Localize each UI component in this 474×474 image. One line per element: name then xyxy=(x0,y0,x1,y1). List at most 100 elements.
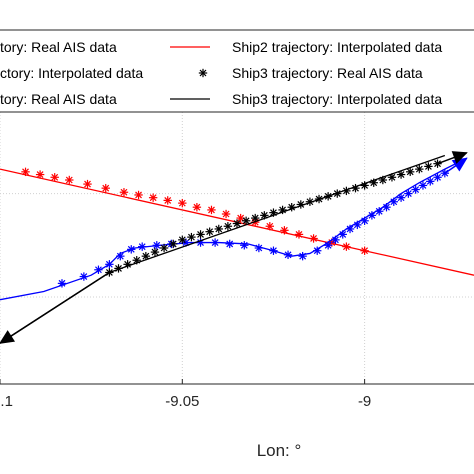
data-point xyxy=(360,246,369,255)
data-point xyxy=(405,167,415,177)
data-point xyxy=(138,242,147,251)
data-point xyxy=(150,247,160,257)
data-point xyxy=(196,230,205,239)
data-point xyxy=(382,203,391,212)
legend-label: tory: Real AIS data xyxy=(0,39,117,55)
data-point xyxy=(415,164,424,174)
x-tick-label: -9 xyxy=(358,393,371,410)
data-point xyxy=(351,183,360,193)
legend-marker xyxy=(198,68,208,78)
data-point xyxy=(296,200,306,209)
data-point xyxy=(338,230,347,239)
data-point xyxy=(280,226,289,235)
data-point xyxy=(283,250,293,259)
series-layer xyxy=(0,151,474,344)
data-point xyxy=(232,219,242,228)
legend-entry: tory: Real AIS data xyxy=(0,91,117,107)
data-point xyxy=(105,260,114,269)
x-tick-label: -9.05 xyxy=(165,393,199,410)
data-point xyxy=(342,242,351,251)
data-point xyxy=(114,264,123,273)
data-point xyxy=(225,239,234,249)
x-axis-label: Lon: ° xyxy=(257,441,302,460)
data-point xyxy=(418,181,428,190)
legend-entry: Ship3 trajectory: Interpolated data xyxy=(170,91,442,107)
data-point xyxy=(387,173,397,182)
data-point xyxy=(424,162,433,171)
x-ticks: -9.1 -9.05 -9 xyxy=(0,379,371,410)
data-point xyxy=(119,188,129,197)
data-point xyxy=(345,224,355,234)
data-point xyxy=(360,216,369,225)
data-point xyxy=(214,224,223,234)
data-point xyxy=(440,169,450,178)
data-point xyxy=(168,239,178,249)
legend-items: tory: Real AIS data Ship2 trajectory: Int… xyxy=(0,39,442,107)
data-point xyxy=(269,246,278,255)
legend-entry: Ship2 trajectory: Interpolated data xyxy=(170,39,442,55)
data-point xyxy=(127,245,136,254)
data-point xyxy=(241,216,251,225)
data-point xyxy=(294,230,304,239)
data-point xyxy=(210,238,220,247)
legend-label: tory: Real AIS data xyxy=(0,91,117,107)
data-point xyxy=(287,203,296,212)
data-point xyxy=(94,265,103,274)
data-point xyxy=(132,256,141,265)
data-point xyxy=(323,192,333,201)
data-point xyxy=(389,197,398,206)
data-point xyxy=(323,241,333,250)
legend-entry: Ship3 trajectory: Real AIS data xyxy=(198,65,423,81)
data-point xyxy=(35,170,45,179)
legend-entry: tory: Real AIS data xyxy=(0,39,117,55)
data-point xyxy=(141,251,151,261)
axes-background xyxy=(0,112,474,384)
data-point xyxy=(152,241,161,250)
data-point xyxy=(313,246,322,255)
data-point xyxy=(223,222,233,231)
data-point xyxy=(192,203,202,212)
data-point xyxy=(309,234,318,243)
data-point xyxy=(101,183,110,193)
legend-box xyxy=(0,29,474,113)
data-point xyxy=(178,235,187,245)
data-point xyxy=(221,209,231,219)
data-point xyxy=(50,173,59,182)
data-point xyxy=(426,177,435,186)
data-point xyxy=(21,167,30,177)
data-point xyxy=(65,175,74,185)
data-point xyxy=(79,272,89,281)
data-point xyxy=(148,193,158,202)
data-point xyxy=(134,190,143,200)
data-point xyxy=(187,232,196,242)
data-point xyxy=(265,222,275,231)
data-point xyxy=(205,227,214,236)
data-point xyxy=(207,205,216,215)
data-point xyxy=(367,211,377,220)
data-point xyxy=(178,198,187,208)
data-point xyxy=(342,186,351,196)
data-point xyxy=(369,178,378,187)
data-point xyxy=(254,243,264,253)
series-5 xyxy=(105,159,442,277)
direction-arrow xyxy=(437,151,468,165)
legend-entry: ctory: Interpolated data xyxy=(0,65,143,81)
data-point xyxy=(360,181,369,190)
direction-arrow xyxy=(0,271,110,344)
data-point xyxy=(404,189,413,198)
data-point xyxy=(305,197,315,206)
data-point xyxy=(433,173,442,182)
data-point xyxy=(105,268,114,277)
data-point xyxy=(396,193,406,202)
data-point xyxy=(116,251,125,261)
data-point xyxy=(269,208,278,217)
legend: tory: Real AIS data Ship2 trajectory: Int… xyxy=(0,29,474,113)
data-point xyxy=(278,205,287,215)
data-point xyxy=(333,189,342,198)
data-point xyxy=(411,185,420,194)
data-point xyxy=(396,170,406,179)
data-point xyxy=(298,251,307,261)
data-point xyxy=(260,211,269,220)
data-point xyxy=(57,279,67,288)
